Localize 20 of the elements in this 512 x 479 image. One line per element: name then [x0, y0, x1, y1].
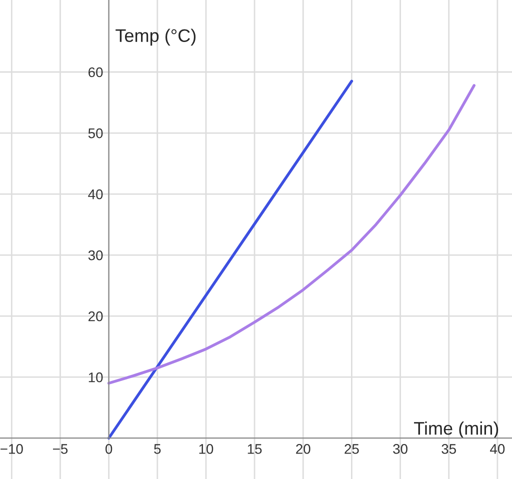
x-tick-label: 40	[490, 444, 505, 454]
x-tick-label: 15	[248, 444, 262, 454]
y-tick-label: 20	[88, 311, 103, 322]
y-tick-label: 40	[88, 189, 103, 200]
y-axis-title: Temp (°C)	[116, 28, 196, 46]
x-tick-label: −10	[0, 444, 23, 454]
x-tick-label: 10	[199, 444, 214, 454]
x-tick-label: 20	[296, 444, 310, 454]
y-tick-label: 50	[88, 128, 103, 138]
x-tick-label: 35	[442, 444, 456, 454]
x-tick-label: 0	[105, 444, 112, 454]
line-series	[107, 84, 476, 385]
x-tick-label: 25	[344, 444, 359, 454]
x-axis-title: Time (min)	[414, 422, 498, 438]
x-tick-label: 30	[393, 444, 408, 454]
x-tick-label: 5	[154, 444, 161, 454]
y-tick-label: 60	[88, 67, 103, 78]
x-tick-label: −5	[53, 444, 68, 454]
y-tick-label: 10	[88, 372, 103, 382]
y-tick-label: 30	[88, 250, 103, 260]
